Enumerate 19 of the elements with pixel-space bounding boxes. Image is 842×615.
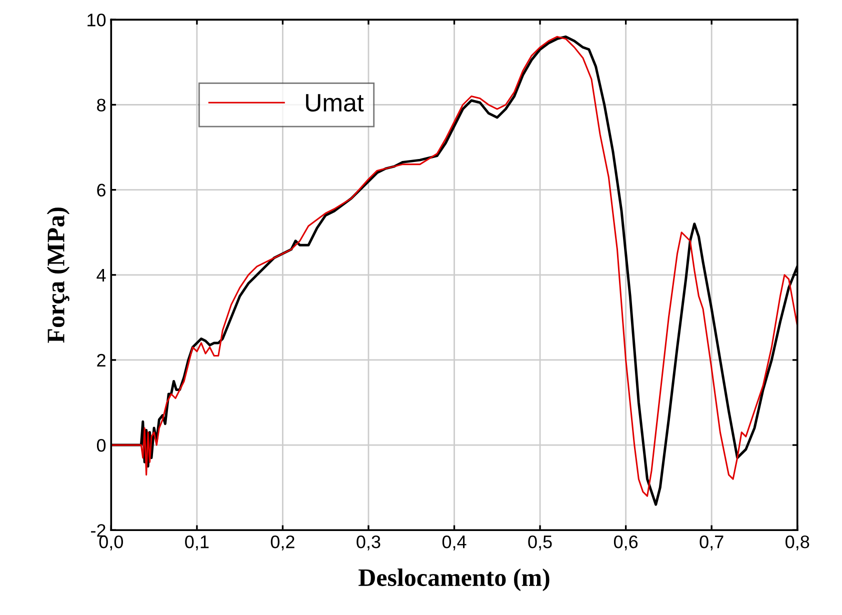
x-axis-title: Deslocamento (m): [358, 568, 550, 592]
y-axis-title: Força (MPa): [46, 208, 70, 343]
x-tick-label: 0,7: [700, 535, 724, 550]
y-tick-label: -2: [91, 524, 106, 537]
y-tick-label: 2: [97, 354, 106, 367]
y-tick-label: 4: [96, 269, 106, 282]
x-tick-label: 0,6: [614, 535, 638, 550]
legend-label: Umat: [306, 94, 364, 112]
x-tick-label: 0,1: [185, 535, 209, 550]
x-tick-label: 0,2: [270, 535, 294, 550]
x-tick-label: 0,8: [786, 535, 810, 550]
x-tick-label: 0,5: [528, 535, 552, 550]
y-tick-label: 8: [97, 98, 106, 112]
x-tick-label: 0,0: [99, 535, 123, 550]
y-tick-label: 6: [97, 184, 106, 197]
x-tick-label: 0,4: [442, 535, 466, 550]
x-tick-label: 0,3: [356, 535, 380, 550]
y-tick-label: 10: [88, 14, 106, 26]
y-tick-label: 0: [96, 438, 106, 452]
